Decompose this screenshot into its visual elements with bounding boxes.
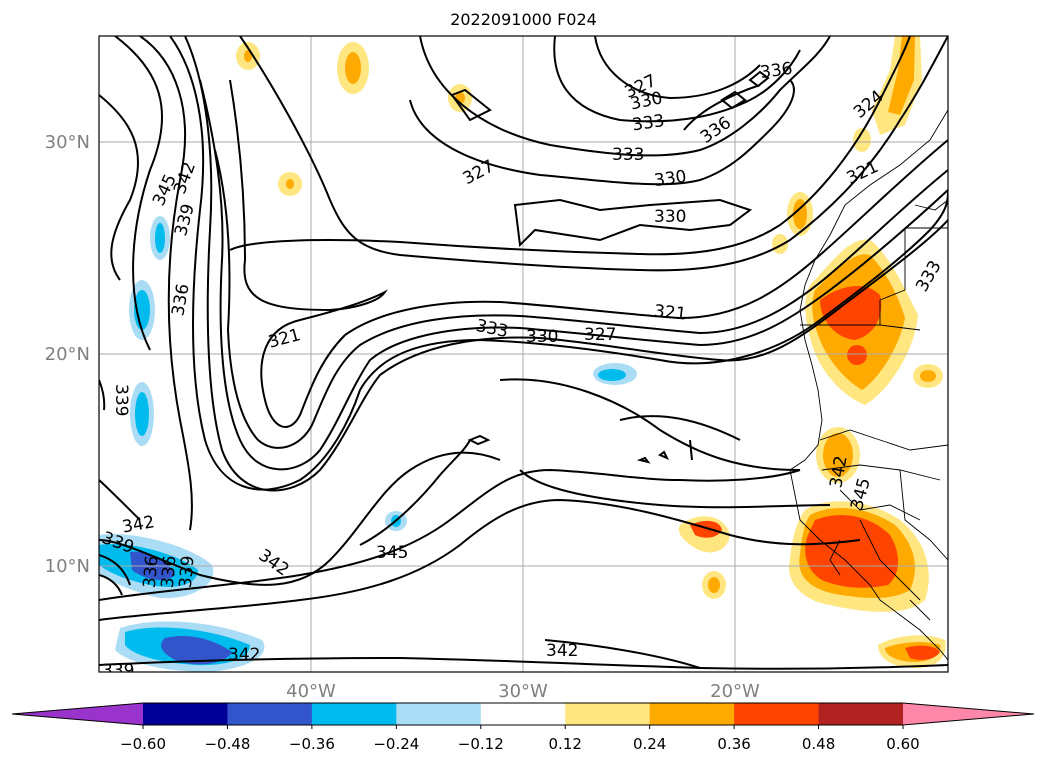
lon-label-40w: 40°W (286, 681, 336, 702)
contour-label: 327 (584, 325, 616, 345)
contour-label: 330 (526, 327, 558, 347)
contour-label: 336 (158, 555, 181, 589)
colorbar-swatch (311, 703, 397, 725)
contour-label: 336 (759, 59, 794, 83)
colorbar-tick-label: −0.36 (289, 735, 335, 753)
colorbar-swatch (480, 703, 566, 725)
contour-label: 330 (654, 207, 686, 227)
colorbar-tick-label: −0.12 (458, 735, 504, 753)
negative-anomaly-patches (99, 216, 637, 672)
lat-label-10n: 10°N (45, 556, 90, 577)
latitude-labels: 30°N 20°N 10°N (45, 132, 90, 577)
colorbar-tick-label: 0.36 (717, 735, 750, 753)
contour-label: 336 (140, 555, 163, 589)
longitude-labels: 40°W 30°W 20°W (286, 681, 760, 702)
colorbar-swatch (565, 703, 651, 725)
contour-label: 345 (376, 543, 408, 563)
contour-label: 342 (546, 641, 578, 661)
colorbar-extend-low (12, 703, 143, 725)
map-frame (98, 35, 949, 673)
coastlines-and-borders (789, 109, 948, 661)
contour-label: 330 (653, 167, 688, 191)
contour-label: 333 (631, 111, 666, 135)
colorbar-tick-label: −0.60 (120, 735, 166, 753)
colorbar: −0.60 −0.48 −0.36 −0.24 −0.12 0.12 0.24 0.36 0.4… (11, 702, 1035, 753)
colorbar-swatch (734, 703, 820, 725)
colorbar-tick-label: −0.48 (204, 735, 250, 753)
colorbar-swatch (396, 703, 482, 725)
lon-label-20w: 20°W (710, 681, 760, 702)
lon-label-30w: 30°W (498, 681, 548, 702)
colorbar-extend-high (903, 703, 1034, 725)
colorbar-tick-label: −0.24 (373, 735, 419, 753)
contour-label: 339 (176, 555, 199, 589)
colorbar-swatch (649, 703, 735, 725)
colorbar-swatch (818, 703, 904, 725)
lat-lon-gridlines (99, 36, 948, 672)
colorbar-tick-label: 0.48 (802, 735, 835, 753)
contour-label: 333 (612, 145, 644, 165)
colorbar-tick-label: 0.24 (633, 735, 666, 753)
contour-label: 321 (653, 301, 687, 324)
shaded-anomaly-fields (99, 36, 946, 672)
positive-anomaly-patches (236, 36, 946, 668)
colorbar-tick-label: 0.60 (886, 735, 919, 753)
contour-label: 342 (228, 645, 260, 665)
colorbar-tick-label: 0.12 (549, 735, 582, 753)
contour-label: 339 (111, 384, 131, 416)
theta-e-contours (99, 36, 948, 670)
colorbar-swatch (227, 703, 313, 725)
colorbar-swatch (143, 703, 228, 725)
map-title: 2022091000 F024 (450, 10, 597, 29)
lat-label-20n: 20°N (45, 344, 90, 365)
lat-label-30n: 30°N (45, 132, 90, 153)
contour-label: 339 (102, 661, 134, 681)
